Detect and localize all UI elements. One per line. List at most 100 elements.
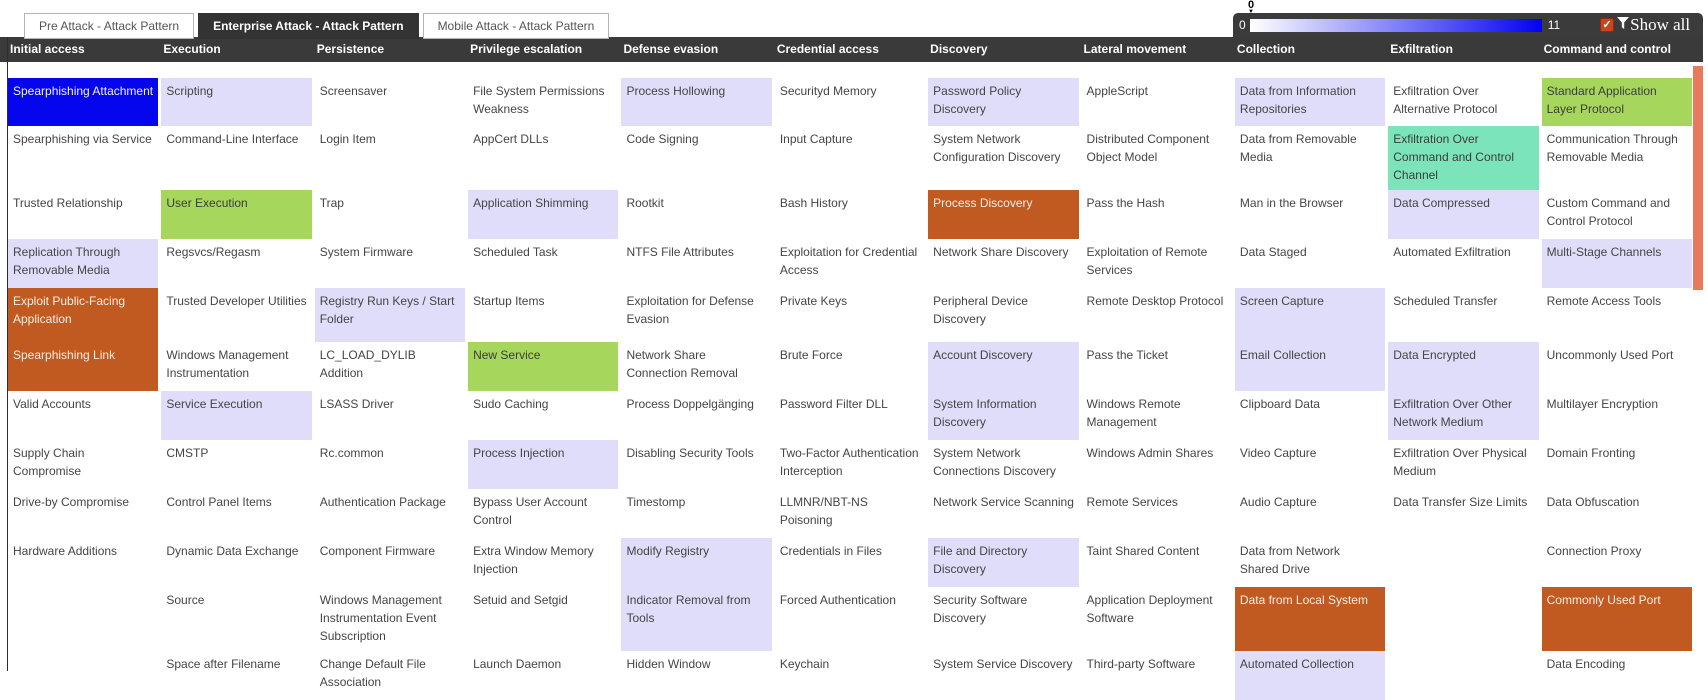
technique-cell[interactable]: Peripheral Device Discovery — [933, 294, 1028, 326]
technique-cell[interactable]: Keychain — [779, 657, 830, 671]
technique-cell[interactable]: Trusted Developer Utilities — [166, 294, 307, 308]
technique-cell[interactable]: Windows Management Instrumentation — [166, 348, 289, 380]
technique-cell[interactable]: Exploit Public-Facing Application — [8, 288, 159, 342]
technique-cell[interactable]: Extra Window Memory Injection — [473, 544, 594, 576]
technique-cell[interactable]: Screen Capture — [1234, 288, 1386, 342]
technique-cell[interactable]: Two-Factor Authentication Interception — [779, 446, 919, 478]
technique-cell[interactable]: Scheduled Task — [473, 245, 558, 259]
technique-cell[interactable]: Audio Capture — [1239, 495, 1317, 509]
technique-cell[interactable]: Email Collection — [1234, 342, 1386, 391]
technique-cell[interactable]: Data Transfer Size Limits — [1393, 495, 1528, 509]
vertical-scrollbar-thumb[interactable] — [1693, 66, 1703, 290]
technique-cell[interactable]: Spearphishing Attachment — [8, 78, 159, 126]
tab-enterprise-attack[interactable]: Enterprise Attack - Attack Pattern — [198, 13, 419, 39]
technique-cell[interactable]: Video Capture — [1239, 446, 1317, 460]
technique-cell[interactable]: Service Execution — [161, 391, 312, 440]
technique-cell[interactable]: Valid Accounts — [13, 397, 91, 411]
technique-cell[interactable]: Disabling Security Tools — [626, 446, 754, 460]
technique-cell[interactable]: Modify Registry — [621, 538, 772, 587]
technique-cell[interactable]: Data Compressed — [1388, 190, 1539, 239]
technique-cell[interactable]: Registry Run Keys / Start Folder — [314, 288, 466, 342]
technique-cell[interactable]: Remote Desktop Protocol — [1086, 294, 1224, 308]
technique-cell[interactable]: Sudo Caching — [473, 397, 549, 411]
technique-cell[interactable]: Uncommonly Used Port — [1546, 348, 1674, 362]
technique-cell[interactable]: Automated Exfiltration — [1393, 245, 1511, 259]
technique-cell[interactable]: Securityd Memory — [779, 84, 877, 98]
technique-cell[interactable]: Indicator Removal from Tools — [621, 587, 772, 651]
technique-cell[interactable]: Remote Services — [1086, 495, 1178, 509]
technique-cell[interactable]: NTFS File Attributes — [626, 245, 734, 259]
technique-cell[interactable]: Spearphishing Link — [8, 342, 159, 391]
technique-cell[interactable]: Exploitation for Defense Evasion — [626, 294, 754, 326]
technique-cell[interactable]: LLMNR/NBT-NS Poisoning — [779, 495, 868, 527]
technique-cell[interactable]: Third-party Software — [1086, 657, 1196, 671]
technique-cell[interactable]: Hardware Additions — [13, 544, 118, 558]
technique-cell[interactable]: Trap — [319, 196, 344, 210]
technique-cell[interactable]: Dynamic Data Exchange — [166, 544, 299, 558]
technique-cell[interactable]: Brute Force — [779, 348, 843, 362]
technique-cell[interactable]: Bypass User Account Control — [473, 495, 588, 527]
technique-cell[interactable]: Exploitation for Credential Access — [779, 245, 918, 277]
technique-cell[interactable]: Data from Local System — [1234, 587, 1386, 651]
technique-cell[interactable]: Account Discovery — [928, 342, 1079, 391]
technique-cell[interactable]: New Service — [468, 342, 619, 391]
technique-cell[interactable]: Windows Management Instrumentation Event… — [319, 593, 442, 643]
technique-cell[interactable]: Application Shimming — [468, 190, 619, 239]
technique-cell[interactable]: System Network Connections Discovery — [933, 446, 1056, 478]
technique-cell[interactable]: Commonly Used Port — [1541, 587, 1692, 651]
technique-cell[interactable]: Security Software Discovery — [933, 593, 1028, 625]
technique-cell[interactable]: Component Firmware — [319, 544, 436, 558]
gradient-slider-handle[interactable]: 0 ▼ — [1242, 0, 1260, 15]
technique-cell[interactable]: Automated Collection — [1234, 651, 1386, 700]
technique-cell[interactable]: Private Keys — [779, 294, 848, 308]
technique-cell[interactable]: Change Default File Association — [319, 657, 426, 689]
technique-cell[interactable]: Data Staged — [1239, 245, 1307, 259]
technique-cell[interactable]: Data Obfuscation — [1546, 495, 1640, 509]
technique-cell[interactable]: Exploitation of Remote Services — [1086, 245, 1208, 277]
technique-cell[interactable]: File and Directory Discovery — [928, 538, 1079, 587]
technique-cell[interactable]: Startup Items — [473, 294, 545, 308]
technique-cell[interactable]: Replication Through Removable Media — [8, 239, 159, 288]
technique-cell[interactable]: Process Doppelgänging — [626, 397, 754, 411]
technique-cell[interactable]: AppCert DLLs — [473, 132, 549, 146]
technique-cell[interactable]: Forced Authentication — [779, 593, 896, 607]
technique-cell[interactable]: Timestomp — [626, 495, 686, 509]
technique-cell[interactable]: Rootkit — [626, 196, 664, 210]
technique-cell[interactable]: Multilayer Encryption — [1546, 397, 1658, 411]
technique-cell[interactable]: Control Panel Items — [166, 495, 272, 509]
show-all-checkbox[interactable]: ✓ — [1600, 18, 1615, 32]
gradient-bar[interactable] — [1249, 18, 1542, 32]
technique-cell[interactable]: User Execution — [161, 190, 312, 239]
technique-cell[interactable]: Application Deployment Software — [1086, 593, 1213, 625]
technique-cell[interactable]: Source — [166, 593, 205, 607]
technique-cell[interactable]: Command-Line Interface — [166, 132, 299, 146]
technique-cell[interactable]: Windows Admin Shares — [1086, 446, 1214, 460]
technique-cell[interactable]: Process Discovery — [928, 190, 1079, 239]
technique-cell[interactable]: Input Capture — [779, 132, 853, 146]
technique-cell[interactable]: Credentials in Files — [779, 544, 882, 558]
technique-cell[interactable]: Space after Filename — [166, 657, 281, 671]
technique-cell[interactable]: Login Item — [319, 132, 376, 146]
technique-cell[interactable]: Communication Through Removable Media — [1546, 132, 1678, 164]
technique-cell[interactable]: Distributed Component Object Model — [1086, 132, 1210, 164]
technique-cell[interactable]: Hidden Window — [626, 657, 711, 671]
technique-cell[interactable]: Data Encoding — [1546, 657, 1626, 671]
technique-cell[interactable]: Data from Information Repositories — [1234, 78, 1386, 126]
tab-mobile-attack[interactable]: Mobile Attack - Attack Pattern — [422, 13, 610, 39]
technique-cell[interactable]: Scheduled Transfer — [1393, 294, 1498, 308]
technique-cell[interactable]: Password Policy Discovery — [928, 78, 1079, 126]
technique-cell[interactable]: Pass the Hash — [1086, 196, 1165, 210]
technique-cell[interactable]: Multi-Stage Channels — [1541, 239, 1692, 288]
tab-pre-attack[interactable]: Pre Attack - Attack Pattern — [24, 13, 195, 39]
technique-cell[interactable]: System Firmware — [319, 245, 414, 259]
technique-cell[interactable]: Process Hollowing — [621, 78, 772, 126]
technique-cell[interactable]: Taint Shared Content — [1086, 544, 1200, 558]
technique-cell[interactable]: Scripting — [161, 78, 312, 126]
technique-cell[interactable]: Data from Removable Media — [1239, 132, 1357, 164]
technique-cell[interactable]: System Network Configuration Discovery — [933, 132, 1061, 164]
technique-cell[interactable]: Password Filter DLL — [779, 397, 888, 411]
technique-cell[interactable]: Data Encrypted — [1388, 342, 1539, 391]
technique-cell[interactable]: Supply Chain Compromise — [13, 446, 85, 478]
technique-cell[interactable]: Network Share Discovery — [933, 245, 1069, 259]
technique-cell[interactable]: Man in the Browser — [1239, 196, 1344, 210]
